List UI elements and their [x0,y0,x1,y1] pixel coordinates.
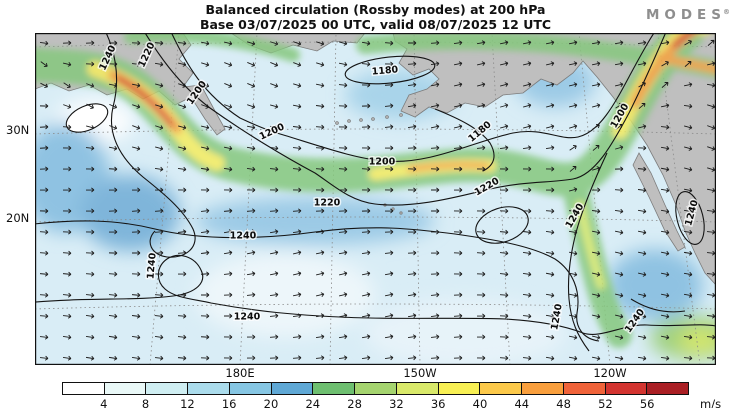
colorbar [62,382,689,395]
colorbar-unit: m/s [700,397,722,408]
contour-label: 1180 [371,64,399,77]
chart-subtitle: Base 03/07/2025 00 UTC, valid 08/07/2025… [199,17,552,32]
modes-logo-text: MODES [645,7,726,23]
lon-label: 150W [403,366,437,380]
colorbar-segment [396,383,439,394]
chart-title: Balanced circulation (Rossby modes) at 2… [205,2,546,17]
colorbar-tick-label: 28 [347,397,362,408]
colorbar-segment [647,383,689,394]
colorbar-tick-label: 24 [305,397,321,408]
colorbar-segment [104,383,147,394]
wind-arrows [39,39,716,361]
lat-label: 30N [6,123,30,137]
colorbar-tick-label: 36 [430,397,446,408]
colorbar-segment [188,383,230,394]
colorbar-segment [146,383,189,394]
colorbar-tick-label: 16 [221,397,237,408]
colorbar-tick-label: 4 [100,397,108,408]
contour-label: 1240 [145,252,158,280]
colorbar-segment [355,383,397,394]
colorbar-tick-label: 52 [598,397,613,408]
colorbar-tick-label: 56 [639,397,655,408]
colorbar-tick-label: 40 [472,397,488,408]
colorbar-tick-label: 48 [556,397,571,408]
lon-label: 120W [593,366,627,380]
land-baja [632,152,686,252]
graticule [35,33,716,365]
colorbar-segment [63,383,105,394]
colorbar-segment [229,383,272,394]
colorbar-segment [438,383,481,394]
chart-header: Balanced circulation (Rossby modes) at 2… [35,2,716,32]
colorbar-tick-label: 12 [180,397,195,408]
colorbar-tick-label: 8 [141,397,150,408]
colorbar-tick-label: 20 [263,397,279,408]
colorbar-segment [271,383,314,394]
contour-label: 1220 [314,198,341,209]
colorbar-segment [522,383,564,394]
colorbar-segment [563,383,606,394]
colorbar-segment [313,383,356,394]
jet-stream-band [35,33,716,348]
contour-label: 1240 [230,231,257,242]
colorbar-segment [480,383,523,394]
weather-map: 1240 122012001200118011801200122012201200… [35,33,716,365]
lon-label: 180E [225,366,255,380]
colorbar-tick-label: 44 [514,397,530,408]
contour-label: 1200 [369,157,396,168]
colorbar-tick-label: 32 [389,397,404,408]
registered-mark: ® [723,7,730,16]
modes-logo: MODES® [646,7,730,23]
colorbar-segment [605,383,648,394]
lat-label: 20N [6,211,30,225]
contour-label: 1240 [234,312,261,323]
map-frame [35,33,716,365]
